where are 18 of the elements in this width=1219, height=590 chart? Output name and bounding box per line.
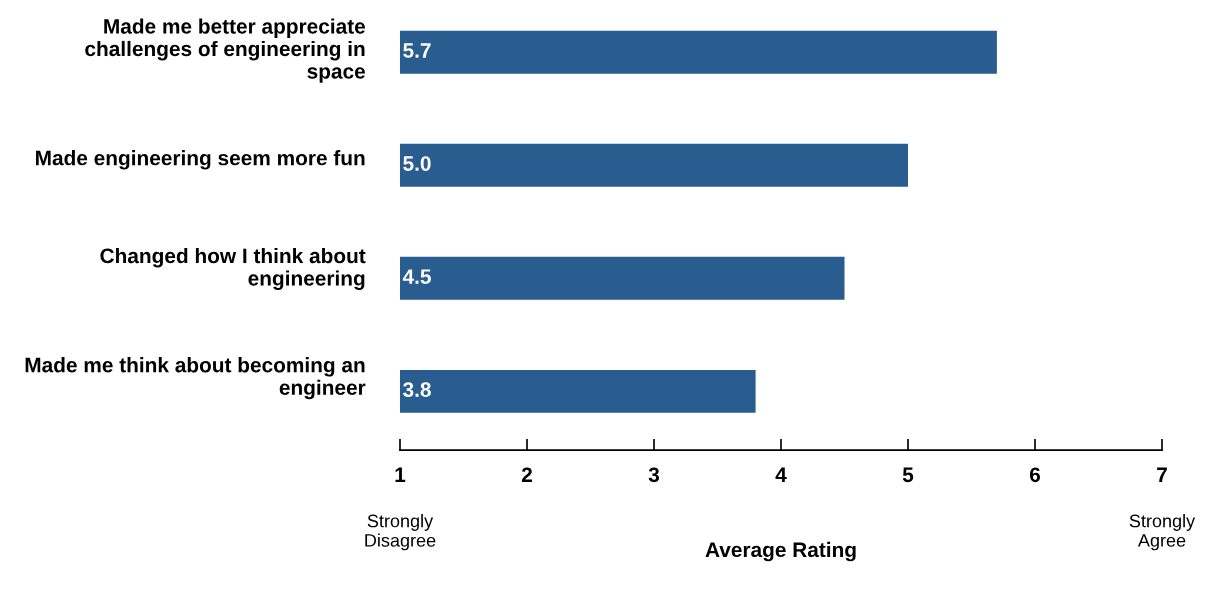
y-tick-label: Made engineering seem more fun	[36, 150, 365, 170]
text: Strongly Agree	[1129, 514, 1196, 551]
data-label: 5.0	[403, 156, 431, 171]
x-tick-label: 1	[395, 467, 406, 482]
x-tick-label: 6	[1029, 467, 1041, 483]
x-tick-label: 5	[902, 467, 914, 483]
data-label: 3.8	[403, 382, 431, 398]
x-tick-label: 3	[648, 467, 660, 483]
y-tick-label: Changed how I think about engineering	[100, 247, 366, 290]
y-tick-label: Made me better appreciate challenges of engineering in space	[85, 18, 366, 83]
data-label: 5.7	[403, 43, 431, 58]
x-axis-title: Average Rating	[705, 541, 856, 562]
y-tick-label: Made me think about becoming an engineer	[25, 357, 366, 400]
text: Strongly Disagree	[365, 514, 436, 551]
data-label: 4.5	[402, 269, 431, 284]
x-tick-label: 4	[775, 467, 787, 482]
x-tick-label: 2	[521, 467, 532, 482]
x-tick-label: 7	[1157, 467, 1167, 482]
